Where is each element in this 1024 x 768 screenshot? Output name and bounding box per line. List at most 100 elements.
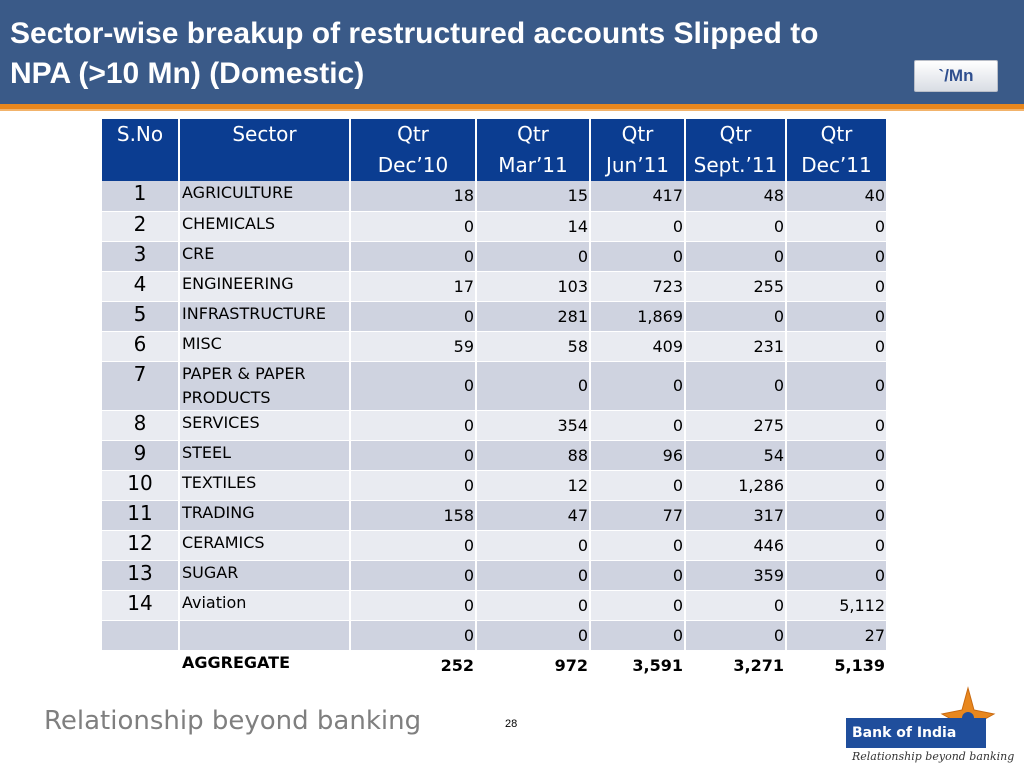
unit-label-button[interactable]: `/Mn [914, 60, 998, 92]
value-cell: 0 [590, 410, 686, 441]
column-header: Sector [179, 119, 351, 181]
slide-title: Sector-wise breakup of restructured acco… [10, 14, 910, 94]
aggregate-value-cell: 5,139 [786, 650, 886, 681]
value-cell: 0 [786, 271, 886, 302]
sector-cell: SERVICES [179, 410, 351, 441]
value-cell: 0 [476, 241, 591, 272]
column-header-line1: S.No [116, 122, 164, 146]
value-cell: 0 [786, 560, 886, 591]
value-cell: 12 [476, 470, 591, 501]
page-number: 28 [505, 718, 518, 730]
serial-number-cell: 14 [102, 590, 180, 621]
slide-title-line1: Sector-wise breakup of restructured acco… [10, 17, 819, 50]
value-cell: 0 [786, 241, 886, 272]
value-cell: 0 [786, 211, 886, 242]
value-cell: 1,869 [590, 301, 686, 332]
sector-cell [179, 620, 351, 651]
sector-cell: ENGINEERING [179, 271, 351, 302]
table-row: 3 CRE 0 0 0 0 0 [102, 241, 886, 272]
value-cell: 0 [786, 361, 886, 411]
serial-number-cell [102, 650, 180, 681]
value-cell: 0 [590, 211, 686, 242]
sector-cell: INFRASTRUCTURE [179, 301, 351, 332]
table-row: 12 CERAMICS 0 0 0 446 0 [102, 530, 886, 561]
sector-cell: CHEMICALS [179, 211, 351, 242]
serial-number-cell: 9 [102, 440, 180, 471]
value-cell: 0 [476, 590, 591, 621]
value-cell: 40 [786, 181, 886, 212]
value-cell: 0 [350, 361, 477, 411]
value-cell: 88 [476, 440, 591, 471]
value-cell: 0 [590, 590, 686, 621]
value-cell: 77 [590, 500, 686, 531]
column-header-line1: Qtr [820, 122, 853, 146]
value-cell: 0 [685, 211, 787, 242]
serial-number-cell: 4 [102, 271, 180, 302]
column-header: Qtr Mar’11 [476, 119, 591, 181]
serial-number-cell: 13 [102, 560, 180, 591]
table-row: 4 ENGINEERING 17 103 723 255 0 [102, 271, 886, 302]
value-cell: 0 [350, 470, 477, 501]
column-header-line2: Dec’10 [377, 153, 449, 177]
value-cell: 281 [476, 301, 591, 332]
value-cell: 255 [685, 271, 787, 302]
value-cell: 0 [786, 470, 886, 501]
table-row: 7 PAPER & PAPER PRODUCTS 0 0 0 0 0 [102, 361, 886, 411]
value-cell: 0 [350, 241, 477, 272]
serial-number-cell: 3 [102, 241, 180, 272]
bank-logo-tagline: Relationship beyond banking [852, 750, 1015, 763]
value-cell: 17 [350, 271, 477, 302]
sector-table: S.No Sector Qtr Dec’10 Qtr Mar’11 Qtr Jun’11 Qtr… [102, 119, 886, 681]
serial-number-cell: 1 [102, 181, 180, 212]
sector-cell: PAPER & PAPER PRODUCTS [179, 361, 351, 411]
value-cell: 0 [350, 560, 477, 591]
value-cell: 0 [350, 620, 477, 651]
column-header-line1: Sector [232, 122, 297, 146]
aggregate-value-cell: 972 [476, 650, 591, 681]
value-cell: 0 [590, 560, 686, 591]
value-cell: 0 [685, 361, 787, 411]
value-cell: 0 [590, 361, 686, 411]
table-row: 1 AGRICULTURE 18 15 417 48 40 [102, 181, 886, 212]
sector-cell: SUGAR [179, 560, 351, 591]
value-cell: 275 [685, 410, 787, 441]
column-header: Qtr Dec’11 [786, 119, 886, 181]
column-header: Qtr Jun’11 [590, 119, 686, 181]
column-header-line2: Mar’11 [498, 153, 568, 177]
value-cell: 48 [685, 181, 787, 212]
value-cell: 0 [350, 211, 477, 242]
column-header-line1: Qtr [517, 122, 549, 146]
value-cell: 0 [786, 440, 886, 471]
value-cell: 58 [476, 331, 591, 362]
value-cell: 5,112 [786, 590, 886, 621]
value-cell: 54 [685, 440, 787, 471]
column-header-line1: Qtr [621, 122, 654, 146]
serial-number-cell [102, 620, 180, 651]
footer-slogan: Relationship beyond banking [44, 706, 422, 736]
table-row: 0 0 0 0 27 [102, 620, 886, 651]
column-header: Qtr Dec’10 [350, 119, 477, 181]
slide-title-line2: NPA (>10 Mn) (Domestic) [10, 57, 365, 90]
table-row: 10 TEXTILES 0 12 0 1,286 0 [102, 470, 886, 501]
value-cell: 0 [786, 410, 886, 441]
value-cell: 231 [685, 331, 787, 362]
value-cell: 1,286 [685, 470, 787, 501]
bank-logo: Bank of India [846, 718, 986, 748]
value-cell: 0 [590, 620, 686, 651]
value-cell: 0 [350, 590, 477, 621]
sector-cell: TEXTILES [179, 470, 351, 501]
sector-cell: STEEL [179, 440, 351, 471]
serial-number-cell: 2 [102, 211, 180, 242]
value-cell: 0 [476, 560, 591, 591]
value-cell: 723 [590, 271, 686, 302]
serial-number-cell: 7 [102, 361, 180, 411]
table-row: 5 INFRASTRUCTURE 0 281 1,869 0 0 [102, 301, 886, 332]
column-header-line2: Jun’11 [605, 153, 670, 177]
aggregate-value-cell: 3,591 [590, 650, 686, 681]
value-cell: 158 [350, 500, 477, 531]
table-row: 11 TRADING 158 47 77 317 0 [102, 500, 886, 531]
table-row: 13 SUGAR 0 0 0 359 0 [102, 560, 886, 591]
value-cell: 354 [476, 410, 591, 441]
table-header-row: S.No Sector Qtr Dec’10 Qtr Mar’11 Qtr Jun’11 Qtr… [102, 119, 886, 181]
table-row: 9 STEEL 0 88 96 54 0 [102, 440, 886, 471]
